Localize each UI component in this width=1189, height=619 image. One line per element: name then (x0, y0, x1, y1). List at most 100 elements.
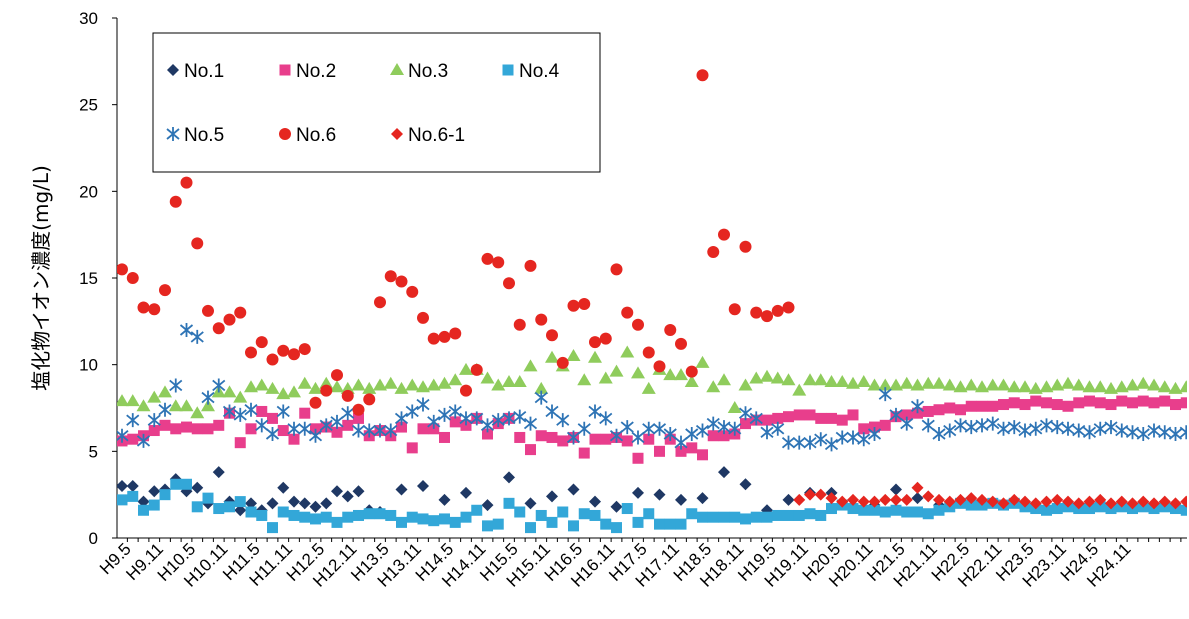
data-point (546, 516, 558, 528)
y-tick-label: 30 (79, 9, 98, 28)
data-point (1169, 497, 1182, 510)
data-point (965, 400, 977, 412)
data-point (738, 406, 753, 421)
data-point (385, 509, 397, 521)
legend-marker (166, 127, 180, 141)
legend-marker (502, 64, 514, 76)
data-point (986, 416, 1000, 431)
data-point (728, 303, 741, 316)
data-point (480, 371, 495, 384)
data-point (631, 430, 645, 445)
data-point (557, 506, 569, 518)
data-point (609, 428, 624, 443)
data-point (686, 442, 698, 454)
data-point (568, 520, 579, 532)
data-point (267, 412, 278, 424)
data-point (308, 381, 323, 394)
data-point (901, 506, 913, 518)
data-point (1168, 427, 1183, 441)
data-point (1072, 497, 1085, 510)
data-point (760, 425, 774, 440)
data-point (804, 508, 816, 520)
data-point (976, 493, 988, 506)
data-point (813, 373, 828, 386)
data-point (996, 421, 1011, 436)
data-point (480, 418, 495, 433)
data-point (900, 416, 914, 431)
data-point (222, 385, 237, 398)
data-point (1084, 503, 1095, 515)
data-point (835, 375, 850, 387)
data-point (158, 402, 172, 417)
data-point (782, 301, 795, 314)
data-point (654, 518, 665, 530)
data-point (545, 350, 559, 363)
data-point (621, 306, 634, 319)
data-point (352, 403, 365, 416)
data-point (126, 413, 140, 428)
data-point (632, 516, 644, 528)
data-point (277, 344, 290, 357)
data-point (621, 435, 633, 447)
data-point (481, 499, 494, 512)
data-point (987, 400, 999, 412)
data-point (814, 432, 828, 447)
data-point (1115, 423, 1129, 438)
data-point (975, 418, 989, 433)
y-tick-label: 25 (79, 96, 98, 115)
data-point (202, 304, 214, 317)
data-point (148, 499, 160, 511)
data-point (525, 444, 536, 456)
data-point (266, 497, 279, 510)
data-point (502, 375, 516, 387)
data-point (201, 399, 215, 412)
data-point (889, 407, 903, 422)
data-point (878, 387, 892, 402)
data-point (201, 390, 215, 405)
data-point (460, 511, 472, 523)
data-point (341, 490, 354, 503)
data-point (910, 399, 925, 414)
data-point (373, 378, 387, 391)
data-point (1018, 423, 1032, 438)
data-point (599, 332, 612, 345)
series-no-4 (117, 478, 1187, 534)
data-point (1094, 493, 1107, 506)
data-point (470, 411, 484, 426)
data-point (824, 437, 839, 452)
data-point (684, 375, 699, 387)
data-point (749, 371, 764, 384)
data-point (728, 421, 742, 436)
data-point (933, 493, 945, 506)
data-point (191, 501, 203, 513)
data-point (525, 522, 536, 534)
data-point (255, 336, 268, 349)
data-point (599, 411, 613, 426)
data-point (557, 435, 569, 447)
data-point (610, 263, 623, 276)
data-point (826, 412, 837, 424)
data-point (589, 433, 601, 445)
y-tick-label: 15 (79, 269, 98, 288)
legend-label: No.3 (408, 61, 448, 82)
data-point (1062, 495, 1074, 508)
data-point (567, 299, 580, 312)
data-point (1072, 423, 1086, 438)
data-point (738, 378, 753, 391)
data-point (600, 433, 612, 445)
data-point (138, 504, 149, 516)
data-point (761, 414, 773, 426)
data-point (234, 496, 246, 508)
data-point (437, 376, 452, 389)
data-point (792, 383, 807, 396)
data-point (288, 348, 300, 361)
series-no-3 (117, 345, 1187, 419)
data-point (117, 394, 129, 407)
data-point (117, 494, 128, 506)
data-point (298, 497, 311, 510)
data-point (707, 246, 720, 258)
data-point (653, 360, 666, 373)
legend-label: No.2 (296, 61, 336, 82)
data-point (202, 492, 214, 504)
data-point (685, 365, 698, 378)
